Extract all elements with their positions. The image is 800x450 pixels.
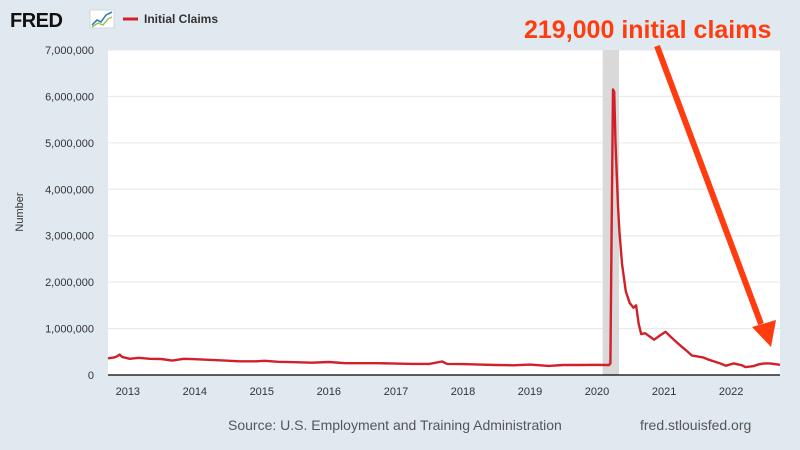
x-tick-label: 2018: [451, 386, 475, 398]
y-tick-label: 4,000,000: [45, 184, 94, 196]
y-tick-label: 5,000,000: [45, 138, 94, 150]
x-tick-label: 2022: [719, 386, 743, 398]
y-tick-label: 1,000,000: [45, 324, 94, 336]
y-axis-title: Number: [14, 192, 26, 231]
site-link[interactable]: fred.stlouisfed.org: [640, 417, 751, 433]
y-tick-labels: 0 1,000,000 2,000,000 3,000,000 4,000,000 5,0…: [45, 45, 94, 382]
y-tick-label: 7,000,000: [45, 45, 94, 57]
legend-label: Initial Claims: [144, 12, 218, 26]
plot-area: [108, 50, 780, 375]
series-line-initial-claims: [107, 88, 781, 369]
annotation-arrow-shaft: [654, 44, 764, 326]
x-tick-label: 2015: [250, 386, 274, 398]
x-tick-label: 2016: [317, 386, 341, 398]
y-tick-label: 6,000,000: [45, 91, 94, 103]
source-text: Source: U.S. Employment and Training Adm…: [228, 417, 562, 433]
x-tick-labels: 2013 2014 2015 2016 2017 2018 2019 2020 2021 2022: [116, 386, 744, 398]
x-tick-label: 2013: [116, 386, 140, 398]
series-layer: [107, 88, 781, 369]
legend[interactable]: Initial Claims: [123, 12, 218, 26]
annotation-text: 219,000 initial claims: [524, 16, 771, 44]
logo-text: FRED: [10, 10, 63, 32]
x-tick-label: 2021: [652, 386, 676, 398]
y-tick-label: 3,000,000: [45, 231, 94, 243]
annotation-arrow-head: [752, 320, 776, 347]
y-tick-label: 2,000,000: [45, 277, 94, 289]
fred-chart-logo-icon: [89, 9, 115, 29]
annotation: 219,000 initial claims: [524, 16, 776, 347]
x-tick-label: 2019: [518, 386, 542, 398]
x-tick-label: 2014: [183, 386, 207, 398]
y-tick-label: 0: [88, 370, 94, 382]
gridlines: [108, 49, 780, 330]
fred-logo[interactable]: FRED: [10, 9, 115, 32]
x-tick-label: 2020: [585, 386, 609, 398]
x-tick-label: 2017: [384, 386, 408, 398]
